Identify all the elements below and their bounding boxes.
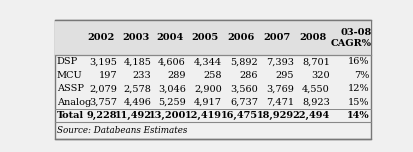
Text: 12%: 12%	[348, 84, 370, 93]
Text: ASSP: ASSP	[57, 84, 84, 93]
Text: 4,185: 4,185	[123, 57, 152, 66]
Text: 18,929: 18,929	[257, 111, 294, 120]
Text: 4,550: 4,550	[302, 84, 330, 93]
Text: 14%: 14%	[347, 111, 370, 120]
Text: Analog: Analog	[57, 98, 91, 107]
Text: 2,578: 2,578	[123, 84, 152, 93]
Text: 4,917: 4,917	[194, 98, 222, 107]
Text: 3,769: 3,769	[266, 84, 294, 93]
Text: 13,200: 13,200	[148, 111, 186, 120]
Text: 2,079: 2,079	[89, 84, 117, 93]
Text: 8,923: 8,923	[302, 98, 330, 107]
Text: 6,737: 6,737	[230, 98, 258, 107]
Text: 2005: 2005	[192, 33, 219, 42]
Text: 5,892: 5,892	[230, 57, 258, 66]
Text: Total: Total	[57, 111, 84, 120]
Text: 2008: 2008	[299, 33, 327, 42]
Text: 258: 258	[203, 71, 222, 80]
Text: 3,195: 3,195	[89, 57, 117, 66]
Text: MCU: MCU	[57, 71, 83, 80]
Text: 2006: 2006	[228, 33, 255, 42]
Text: 4,496: 4,496	[123, 98, 152, 107]
Text: 22,494: 22,494	[293, 111, 330, 120]
Text: 16%: 16%	[348, 57, 370, 66]
Text: 12,419: 12,419	[185, 111, 222, 120]
Text: 3,046: 3,046	[158, 84, 186, 93]
Text: 2,900: 2,900	[194, 84, 222, 93]
Text: 2004: 2004	[156, 33, 183, 42]
Text: 233: 233	[133, 71, 152, 80]
Text: 4,344: 4,344	[194, 57, 222, 66]
Text: 7,393: 7,393	[266, 57, 294, 66]
Text: 15%: 15%	[348, 98, 370, 107]
Text: 2007: 2007	[263, 33, 291, 42]
Text: 9,228: 9,228	[87, 111, 117, 120]
Bar	[55, 20, 371, 55]
Text: 197: 197	[98, 71, 117, 80]
Text: 2002: 2002	[88, 33, 115, 42]
Text: 03-08
CAGR%: 03-08 CAGR%	[331, 28, 372, 48]
Text: DSP: DSP	[57, 57, 78, 66]
Text: 7%: 7%	[354, 71, 370, 80]
Text: 320: 320	[311, 71, 330, 80]
Text: 289: 289	[167, 71, 186, 80]
Text: 4,606: 4,606	[158, 57, 186, 66]
Text: Source: Databeans Estimates: Source: Databeans Estimates	[57, 126, 188, 135]
Text: 295: 295	[275, 71, 294, 80]
Text: 11,492: 11,492	[114, 111, 152, 120]
Text: 2003: 2003	[122, 33, 149, 42]
Text: 8,701: 8,701	[302, 57, 330, 66]
Text: 5,259: 5,259	[158, 98, 186, 107]
Text: 16,475: 16,475	[221, 111, 258, 120]
Text: 7,471: 7,471	[266, 98, 294, 107]
Text: 286: 286	[240, 71, 258, 80]
Text: 3,757: 3,757	[89, 98, 117, 107]
Text: 3,560: 3,560	[230, 84, 258, 93]
